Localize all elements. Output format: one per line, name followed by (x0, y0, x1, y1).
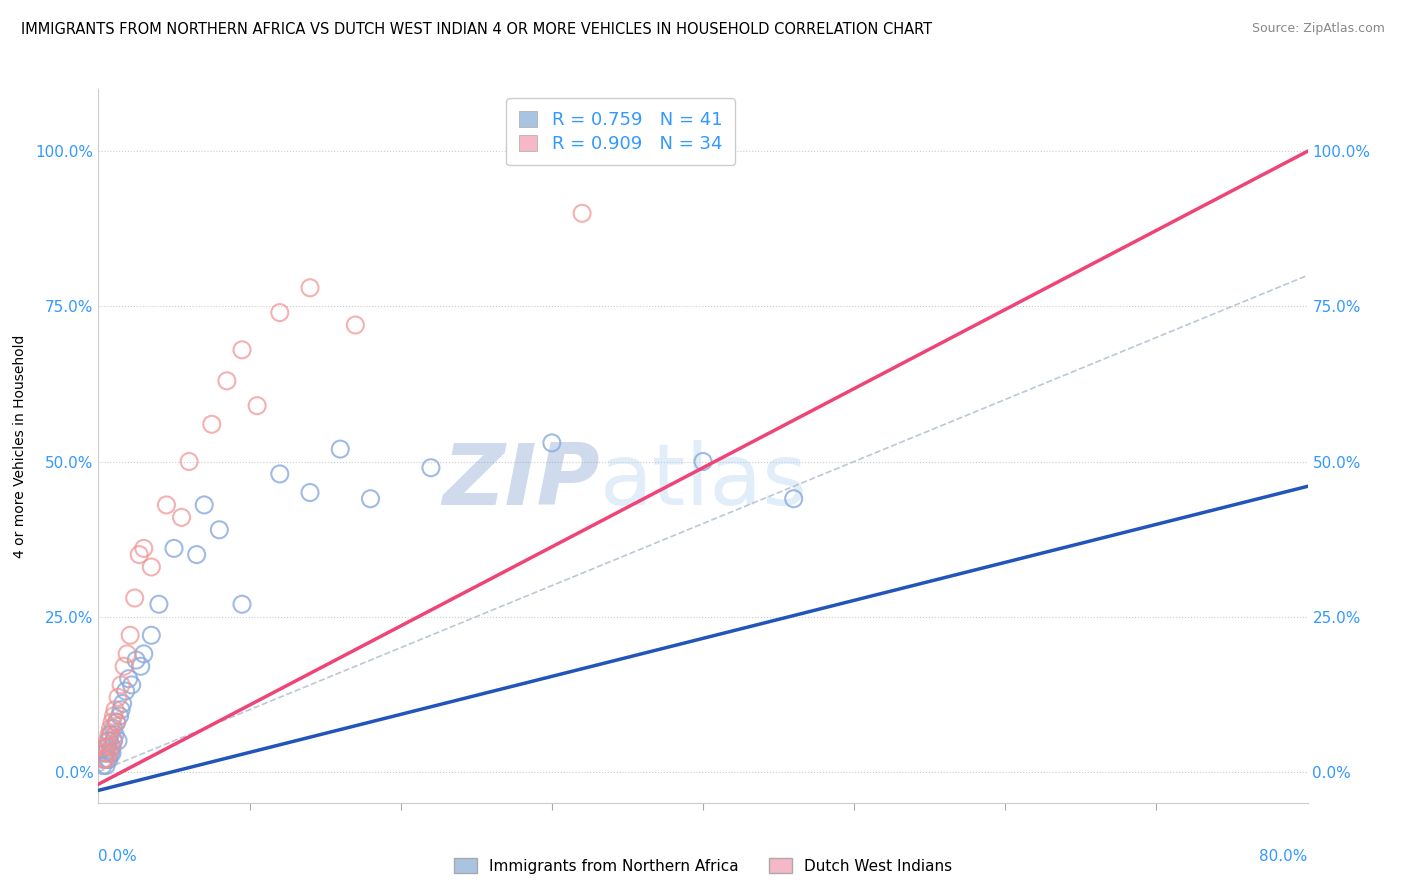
Point (103, 722, 125, 736)
Point (100, 722, 122, 736)
Text: Source: ZipAtlas.com: Source: ZipAtlas.com (1251, 22, 1385, 36)
Point (163, 541, 186, 556)
Point (125, 653, 148, 667)
Point (114, 684, 136, 698)
Point (105, 715, 128, 730)
Point (94, 746, 117, 760)
Point (94, 752, 117, 766)
Point (112, 659, 135, 673)
Point (170, 510, 193, 524)
Point (269, 467, 291, 481)
Point (110, 678, 132, 692)
Point (120, 628, 142, 642)
Point (98, 752, 121, 766)
Text: IMMIGRANTS FROM NORTHERN AFRICA VS DUTCH WEST INDIAN 4 OR MORE VEHICLES IN HOUSE: IMMIGRANTS FROM NORTHERN AFRICA VS DUTCH… (21, 22, 932, 37)
Point (246, 399, 269, 413)
Point (299, 281, 322, 295)
Point (124, 591, 146, 605)
Text: atlas: atlas (600, 440, 808, 524)
Point (93, 746, 115, 760)
Point (420, 460, 443, 475)
Point (107, 733, 129, 747)
Point (100, 739, 122, 754)
Text: 0.0%: 0.0% (98, 849, 138, 864)
Point (108, 709, 131, 723)
Point (179, 454, 201, 468)
Point (201, 417, 224, 432)
Text: ZIP: ZIP (443, 440, 600, 524)
Point (231, 343, 253, 357)
Point (98, 727, 121, 741)
Point (94, 758, 117, 772)
Point (101, 746, 124, 760)
Point (93, 752, 115, 766)
Point (193, 498, 215, 512)
Point (329, 442, 352, 456)
Point (98, 746, 121, 760)
Point (96, 752, 118, 766)
Point (141, 628, 163, 642)
Point (104, 727, 127, 741)
Point (103, 709, 125, 723)
Point (107, 690, 129, 705)
Point (155, 498, 177, 512)
Point (103, 733, 125, 747)
Point (96, 739, 118, 754)
Point (571, 206, 593, 220)
Point (111, 697, 134, 711)
Point (148, 597, 170, 611)
Point (104, 703, 127, 717)
Point (121, 678, 143, 692)
Point (269, 305, 291, 319)
Point (105, 715, 128, 730)
Legend: Immigrants from Northern Africa, Dutch West Indians: Immigrants from Northern Africa, Dutch W… (447, 852, 959, 880)
Point (132, 647, 155, 661)
Point (231, 597, 253, 611)
Point (692, 454, 714, 468)
Point (128, 548, 150, 562)
Y-axis label: 4 or more Vehicles in Household: 4 or more Vehicles in Household (13, 334, 27, 558)
Point (344, 318, 367, 332)
Point (783, 491, 806, 506)
Point (540, 436, 562, 450)
Point (129, 659, 152, 673)
Point (94, 739, 117, 754)
Point (186, 548, 208, 562)
Point (96, 733, 118, 747)
Point (100, 746, 122, 760)
Point (91, 752, 114, 766)
Point (91, 758, 114, 772)
Point (215, 374, 238, 388)
Point (360, 491, 382, 506)
Point (100, 727, 122, 741)
Point (110, 703, 132, 717)
Point (101, 739, 124, 754)
Point (103, 733, 125, 747)
Point (115, 647, 138, 661)
Point (101, 715, 124, 730)
Point (208, 523, 231, 537)
Point (299, 485, 322, 500)
Legend: R = 0.759   N = 41, R = 0.909   N = 34: R = 0.759 N = 41, R = 0.909 N = 34 (506, 98, 735, 165)
Point (98, 733, 121, 747)
Point (118, 672, 141, 686)
Point (132, 541, 155, 556)
Text: 80.0%: 80.0% (1260, 849, 1308, 864)
Point (141, 560, 163, 574)
